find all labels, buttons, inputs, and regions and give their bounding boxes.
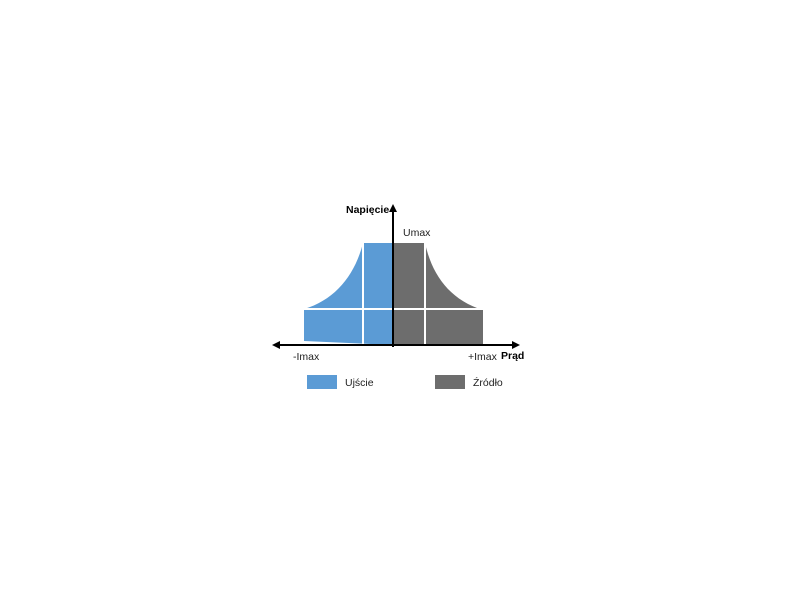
legend-swatch-source [435,375,465,389]
pos-imax-label: +Imax [468,351,498,363]
umax-label: Umax [403,227,431,239]
x-axis-label: Prąd [501,350,524,362]
source-region [393,243,483,345]
neg-imax-label: -Imax [293,351,320,363]
sink-region [304,243,393,345]
legend-swatch-sink [307,375,337,389]
y-axis-label: Napięcie [346,204,389,216]
legend-label-sink: Ujście [345,377,374,389]
legend-label-source: Źródło [473,376,503,389]
y-axis [389,204,397,347]
x-axis [272,341,520,349]
